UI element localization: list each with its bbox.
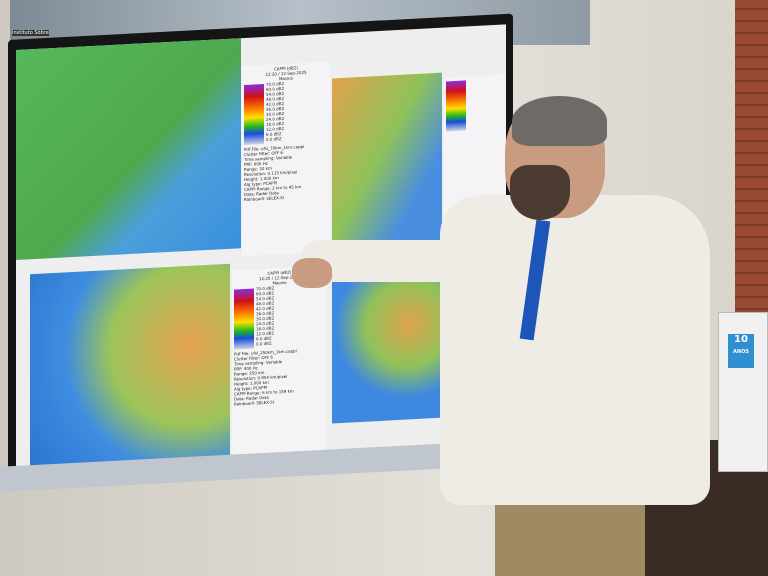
- radar-legend: CAPPI (dBZ) 12:20 / 12-Sep-2025 Maceio 7…: [232, 265, 327, 461]
- brick-wall: [735, 0, 768, 320]
- radar-map: [332, 257, 442, 424]
- badge-number: 10: [734, 334, 748, 345]
- satellite-map: [16, 38, 241, 260]
- scale-labels: 70.0 dBZ 60.0 dBZ 54.0 dBZ 48.0 dBZ 42.0 dBZ…: [266, 81, 284, 146]
- radar-info: Pdf File: ufsl_250km_1km.cappi Clutter Fi…: [234, 347, 325, 406]
- radar-map: [30, 263, 230, 475]
- radar-info: Pdf File: ufsl_70km_1km.cappi Clutter Fil…: [244, 143, 328, 202]
- scale-labels: 70.0 dBZ 60.0 dBZ 54.0 dBZ 48.0 dBZ 42.0 dBZ…: [256, 285, 274, 350]
- scale-label: 0.0 dBZ: [266, 136, 282, 142]
- radar-map: [332, 72, 442, 249]
- anniversary-badge: 10 ANOS: [728, 334, 754, 368]
- man-shirt: [440, 195, 710, 505]
- pointing-hand: [292, 258, 332, 288]
- man-hair: [512, 96, 607, 146]
- color-scale: [244, 84, 264, 146]
- color-scale: [446, 80, 466, 132]
- top-screen-label: Instituto Sôbre: [12, 30, 49, 36]
- man-beard: [510, 165, 570, 220]
- badge-text: ANOS: [733, 349, 749, 355]
- color-scale: [234, 288, 254, 350]
- scale-label: 0.0 dBZ: [256, 340, 272, 347]
- radar-legend: CAPPI (dBZ) 12:20 / 12-Sep-2025 Maceio 7…: [242, 61, 330, 257]
- mini-fridge: [718, 312, 768, 472]
